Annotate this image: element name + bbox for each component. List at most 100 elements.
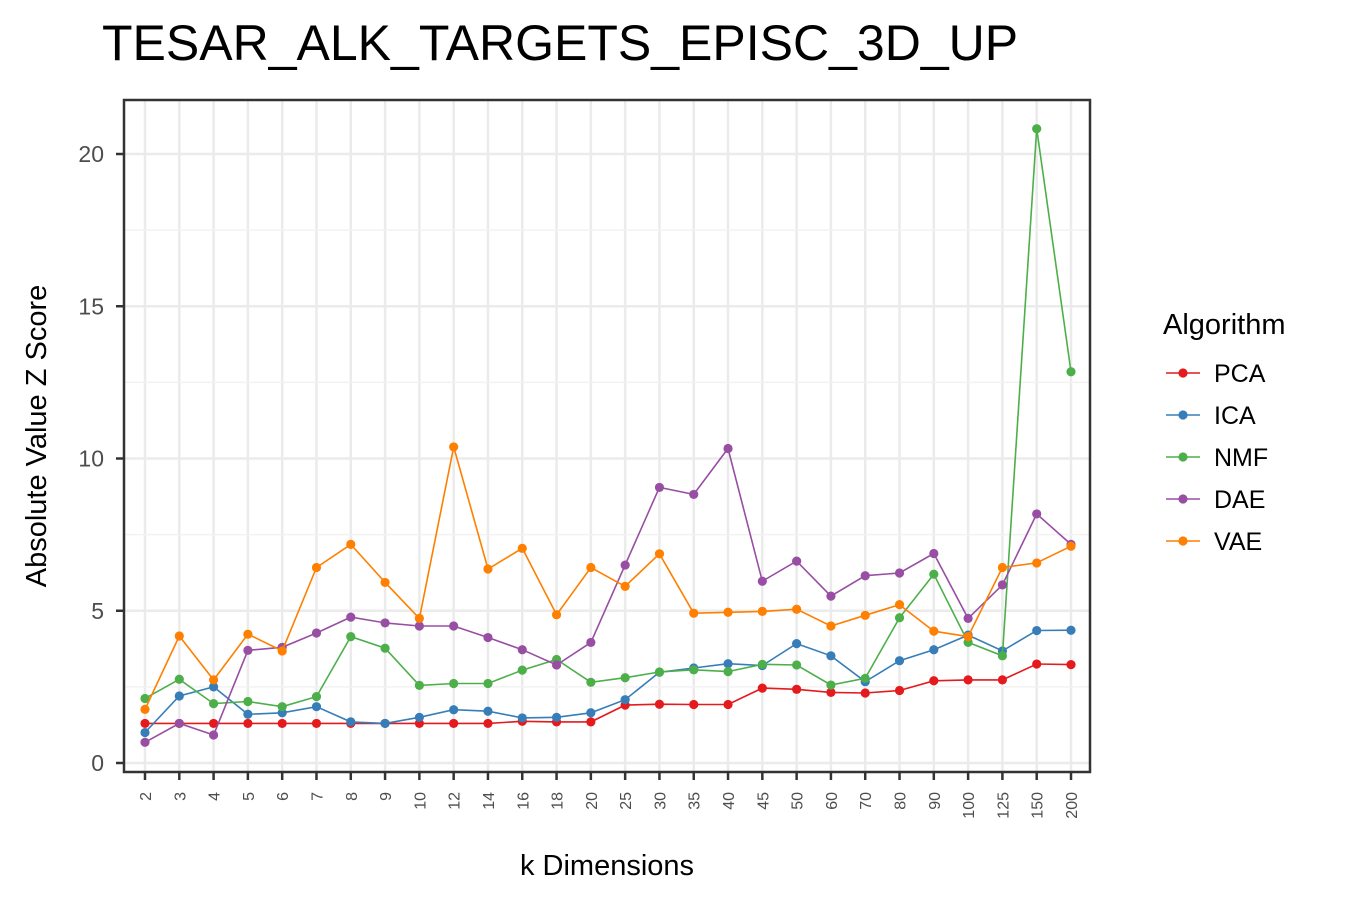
x-tick-label: 125 <box>995 792 1012 819</box>
data-point-nmf <box>311 692 322 702</box>
legend-label-pca: PCA <box>1214 360 1266 388</box>
data-point-pca <box>757 683 767 693</box>
x-tick-label: 150 <box>1030 792 1047 819</box>
x-tick-label: 16 <box>515 792 532 810</box>
data-point-ica <box>517 713 527 723</box>
x-tick-label: 9 <box>378 792 395 801</box>
legend-label-nmf: NMF <box>1214 444 1268 472</box>
x-tick-label: 30 <box>652 792 669 810</box>
data-point-ica <box>929 645 939 655</box>
data-point-dae <box>140 737 150 747</box>
data-point-dae <box>997 580 1008 590</box>
data-point-nmf <box>208 699 219 709</box>
x-tick-label: 40 <box>721 792 738 810</box>
legend: Algorithm PCA ICA NMF DAE VAE <box>1163 309 1286 556</box>
x-tick-label: 7 <box>309 792 326 801</box>
data-point-ica <box>414 712 424 722</box>
x-tick-label: 50 <box>790 792 807 810</box>
data-point-ica <box>311 702 322 712</box>
data-point-pca <box>1032 659 1042 669</box>
data-point-dae <box>654 482 665 493</box>
data-point-nmf <box>277 702 287 712</box>
data-point-vae <box>140 704 150 715</box>
data-point-pca <box>483 718 493 729</box>
data-point-pca <box>449 718 459 729</box>
y-axis-title: Absolute Value Z Score <box>21 285 53 588</box>
data-point-vae <box>346 539 356 549</box>
data-point-pca <box>689 699 699 710</box>
data-point-pca <box>997 675 1008 685</box>
data-point-pca <box>894 685 905 696</box>
data-point-dae <box>929 548 939 559</box>
data-point-dae <box>792 556 802 566</box>
data-point-ica <box>586 708 596 718</box>
y-tick-label: 20 <box>78 141 104 167</box>
data-point-nmf <box>757 659 767 669</box>
data-point-pca <box>723 699 733 710</box>
data-point-ica <box>483 706 493 716</box>
data-point-vae <box>963 632 973 642</box>
data-point-pca <box>243 718 253 729</box>
legend-key-point <box>1178 452 1188 462</box>
data-point-dae <box>894 568 905 578</box>
data-point-nmf <box>174 674 184 684</box>
data-point-vae <box>894 600 905 610</box>
data-point-ica <box>792 639 802 649</box>
data-point-vae <box>826 621 836 631</box>
data-point-ica <box>380 718 390 729</box>
data-point-ica <box>620 695 630 705</box>
x-tick-label: 18 <box>550 792 567 810</box>
x-tick-label: 45 <box>755 792 772 810</box>
data-point-nmf <box>414 680 424 690</box>
x-tick-label: 35 <box>687 792 704 810</box>
y-tick-label: 0 <box>91 750 104 776</box>
data-point-nmf <box>1066 367 1076 377</box>
data-point-ica <box>174 691 184 701</box>
y-tick-label: 10 <box>78 446 104 472</box>
data-point-vae <box>997 562 1008 573</box>
data-point-vae <box>929 626 939 636</box>
data-point-pca <box>311 718 322 729</box>
data-point-pca <box>140 718 150 729</box>
series-line-vae <box>144 446 1072 710</box>
series-layer <box>140 124 1076 747</box>
legend-label-vae: VAE <box>1214 528 1262 556</box>
data-point-vae <box>586 562 596 573</box>
data-point-pca <box>792 684 802 694</box>
data-point-ica <box>894 656 905 666</box>
x-tick-label: 4 <box>207 792 224 801</box>
data-point-pca <box>208 718 219 729</box>
data-point-ica <box>449 705 459 715</box>
data-point-nmf <box>380 643 390 653</box>
x-tick-label: 200 <box>1064 792 1081 819</box>
data-point-pca <box>860 688 870 698</box>
data-point-vae <box>449 442 459 452</box>
data-point-dae <box>517 645 527 655</box>
data-point-ica <box>826 651 836 661</box>
data-point-ica <box>243 709 253 719</box>
data-point-vae <box>208 675 219 685</box>
x-tick-label: 12 <box>447 792 464 810</box>
legend-title: Algorithm <box>1163 309 1286 341</box>
x-tick-label: 8 <box>344 792 361 801</box>
x-tick-label: 80 <box>893 792 910 810</box>
data-point-vae <box>551 610 562 620</box>
data-point-dae <box>414 621 424 631</box>
data-point-pca <box>826 687 836 697</box>
data-point-vae <box>517 543 527 553</box>
data-point-vae <box>311 562 322 573</box>
data-point-vae <box>414 613 424 623</box>
data-point-nmf <box>620 673 630 683</box>
data-point-nmf <box>723 667 733 677</box>
series-line-ica <box>144 629 1072 734</box>
data-point-dae <box>346 612 356 622</box>
data-point-dae <box>483 632 493 643</box>
x-tick-label: 14 <box>481 792 498 810</box>
data-point-dae <box>380 618 390 628</box>
data-point-dae <box>243 645 253 655</box>
data-point-vae <box>277 646 287 656</box>
data-point-ica <box>1032 625 1042 636</box>
y-tick-label: 15 <box>78 293 104 319</box>
